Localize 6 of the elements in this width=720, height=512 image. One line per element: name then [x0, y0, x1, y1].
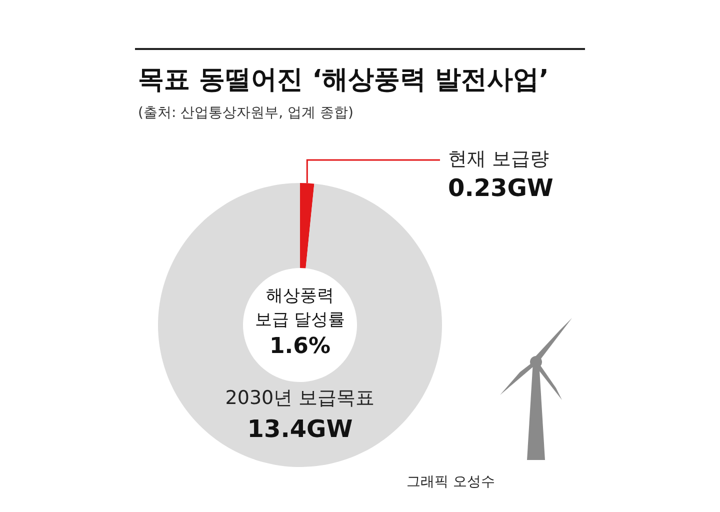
annotation: 보급 달성률 [254, 310, 346, 330]
subtitle: (출처: 산업통상자원부, 업계 종합) [138, 105, 354, 121]
annotation: 1.6% [270, 334, 330, 359]
annotation: 그래픽 오성수 [406, 474, 495, 490]
annotation: 해상풍력 [266, 286, 334, 306]
title: 목표 동떨어진 ‘해상풍력 발전사업’ [138, 65, 549, 95]
